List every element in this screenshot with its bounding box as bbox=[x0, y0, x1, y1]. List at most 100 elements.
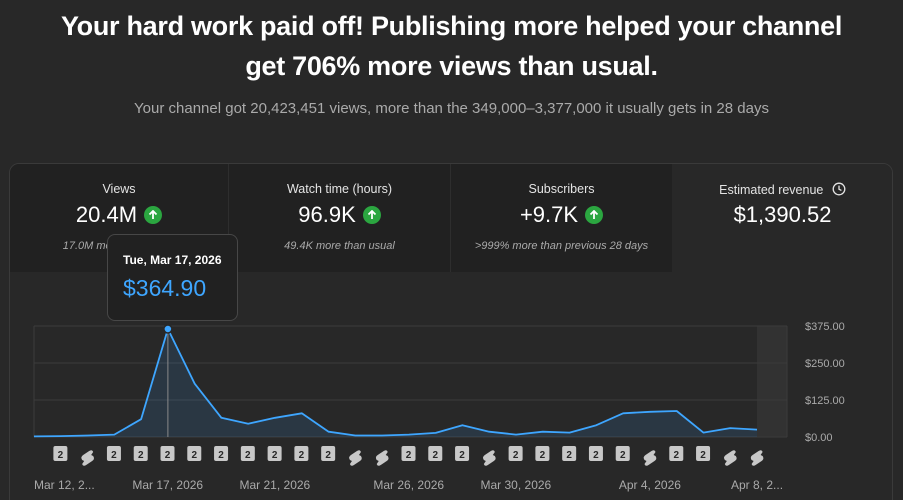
shorts-icon-shape bbox=[81, 450, 94, 466]
upload-marker-box bbox=[669, 446, 684, 461]
upload-marker-box bbox=[455, 446, 470, 461]
data-point bbox=[514, 432, 518, 436]
upload-marker-count: 2 bbox=[325, 450, 331, 461]
upload-marker-box bbox=[321, 446, 336, 461]
shorts-icon[interactable] bbox=[375, 450, 389, 466]
data-point bbox=[487, 429, 491, 433]
video-upload-marker[interactable]: 2 bbox=[321, 446, 336, 461]
shorts-icon[interactable] bbox=[750, 450, 764, 466]
upload-marker-count: 2 bbox=[593, 450, 599, 461]
headline-line-1: Your hard work paid off! Publishing more… bbox=[60, 11, 843, 41]
video-upload-marker[interactable]: 2 bbox=[588, 446, 603, 461]
upload-marker-count: 2 bbox=[111, 450, 117, 461]
upload-marker-count: 2 bbox=[432, 450, 438, 461]
video-upload-marker[interactable]: 2 bbox=[106, 446, 121, 461]
metric-tab-views[interactable]: Views 20.4M 17.0M more than usual bbox=[10, 164, 229, 272]
video-upload-marker[interactable]: 2 bbox=[294, 446, 309, 461]
metric-label: Views bbox=[102, 182, 136, 196]
video-upload-marker[interactable]: 2 bbox=[53, 446, 68, 461]
shorts-icon[interactable] bbox=[483, 450, 496, 466]
upload-marker-count: 2 bbox=[272, 450, 278, 461]
upload-marker-box bbox=[106, 446, 121, 461]
video-upload-marker[interactable]: 2 bbox=[187, 446, 202, 461]
video-upload-marker[interactable]: 2 bbox=[696, 446, 711, 461]
video-upload-marker[interactable]: 2 bbox=[160, 446, 175, 461]
metric-tab-estimated-revenue[interactable]: Estimated revenue $1,390.52 bbox=[672, 164, 892, 272]
upload-markers: 2 2 2 2 2 2 2 2 2 2 2 2 2 2 2 2 2 2 2 2 bbox=[53, 446, 764, 466]
data-point bbox=[219, 416, 223, 420]
upload-marker-count: 2 bbox=[513, 450, 519, 461]
upload-marker-count: 2 bbox=[540, 450, 546, 461]
upload-marker-box bbox=[615, 446, 630, 461]
data-point bbox=[594, 423, 598, 427]
upload-marker-box bbox=[240, 446, 255, 461]
data-point bbox=[192, 382, 196, 386]
metric-value: 96.9K bbox=[298, 202, 356, 227]
upload-marker-count: 2 bbox=[245, 450, 251, 461]
metric-tabs: Views 20.4M 17.0M more than usual Watch … bbox=[10, 164, 892, 272]
shorts-icon[interactable] bbox=[724, 450, 737, 466]
data-point bbox=[728, 426, 732, 430]
video-upload-marker[interactable]: 2 bbox=[535, 446, 550, 461]
upload-marker-box bbox=[401, 446, 416, 461]
data-point bbox=[246, 421, 250, 425]
video-upload-marker[interactable]: 2 bbox=[428, 446, 443, 461]
video-upload-marker[interactable]: 2 bbox=[133, 446, 148, 461]
data-point bbox=[541, 429, 545, 433]
data-point bbox=[326, 429, 330, 433]
data-point bbox=[460, 423, 464, 427]
video-upload-marker[interactable]: 2 bbox=[267, 446, 282, 461]
upload-marker-box bbox=[535, 446, 550, 461]
video-upload-marker[interactable]: 2 bbox=[508, 446, 523, 461]
video-upload-marker[interactable]: 2 bbox=[401, 446, 416, 461]
metric-tab-watch-time[interactable]: Watch time (hours) 96.9K 49.4K more than… bbox=[229, 164, 451, 272]
upload-marker-count: 2 bbox=[566, 450, 572, 461]
upload-marker-box bbox=[508, 446, 523, 461]
data-point bbox=[353, 433, 357, 437]
metric-label-row: Estimated revenue bbox=[672, 182, 892, 197]
metric-label: Subscribers bbox=[528, 182, 595, 196]
upload-marker-box bbox=[160, 446, 175, 461]
metric-comparison: >999% more than previous 28 days bbox=[474, 240, 649, 252]
data-point bbox=[85, 433, 89, 437]
video-upload-marker[interactable]: 2 bbox=[669, 446, 684, 461]
metric-value-row: 20.4M bbox=[10, 202, 228, 228]
clock-icon[interactable] bbox=[832, 182, 846, 196]
video-upload-marker[interactable]: 2 bbox=[455, 446, 470, 461]
data-point bbox=[621, 411, 625, 415]
x-axis-labels: Mar 12, 2... Mar 17, 2026 Mar 21, 2026 Mar … bbox=[0, 478, 903, 496]
upload-marker-count: 2 bbox=[459, 450, 465, 461]
video-upload-marker[interactable]: 2 bbox=[615, 446, 630, 461]
metric-value: $1,390.52 bbox=[733, 202, 832, 227]
tooltip-date: Tue, Mar 17, 2026 bbox=[123, 253, 222, 267]
arrow-up-icon bbox=[144, 206, 163, 224]
x-tick-label: Mar 30, 2026 bbox=[480, 478, 552, 492]
shorts-icon-shape bbox=[349, 450, 362, 466]
chart-grid bbox=[33, 325, 788, 438]
upload-marker-count: 2 bbox=[673, 450, 679, 461]
upload-marker-box bbox=[696, 446, 711, 461]
x-tick-label: Mar 26, 2026 bbox=[373, 478, 445, 492]
shorts-icon[interactable] bbox=[81, 450, 94, 466]
data-point bbox=[300, 411, 304, 415]
data-point bbox=[273, 416, 277, 420]
metric-value: 20.4M bbox=[75, 202, 138, 227]
video-upload-marker[interactable]: 2 bbox=[562, 446, 577, 461]
video-upload-marker[interactable]: 2 bbox=[240, 446, 255, 461]
y-axis-labels: $375.00 $250.00 $125.00 $0.00 bbox=[805, 321, 845, 444]
x-tick-label: Mar 17, 2026 bbox=[132, 478, 204, 492]
metric-tab-subscribers[interactable]: Subscribers +9.7K >999% more than previo… bbox=[451, 164, 672, 272]
shorts-icon[interactable] bbox=[349, 450, 362, 466]
shorts-icon[interactable] bbox=[643, 450, 657, 466]
x-tick-label: Apr 4, 2026 bbox=[618, 478, 681, 492]
upload-marker-box bbox=[562, 446, 577, 461]
x-tick-label: Apr 8, 2... bbox=[731, 478, 784, 492]
upload-marker-box bbox=[187, 446, 202, 461]
shorts-icon-shape bbox=[643, 450, 657, 466]
upload-marker-count: 2 bbox=[620, 450, 626, 461]
data-point bbox=[674, 409, 678, 413]
shorts-icon-shape bbox=[375, 450, 389, 466]
video-upload-marker[interactable]: 2 bbox=[214, 446, 229, 461]
series-line bbox=[33, 328, 758, 438]
